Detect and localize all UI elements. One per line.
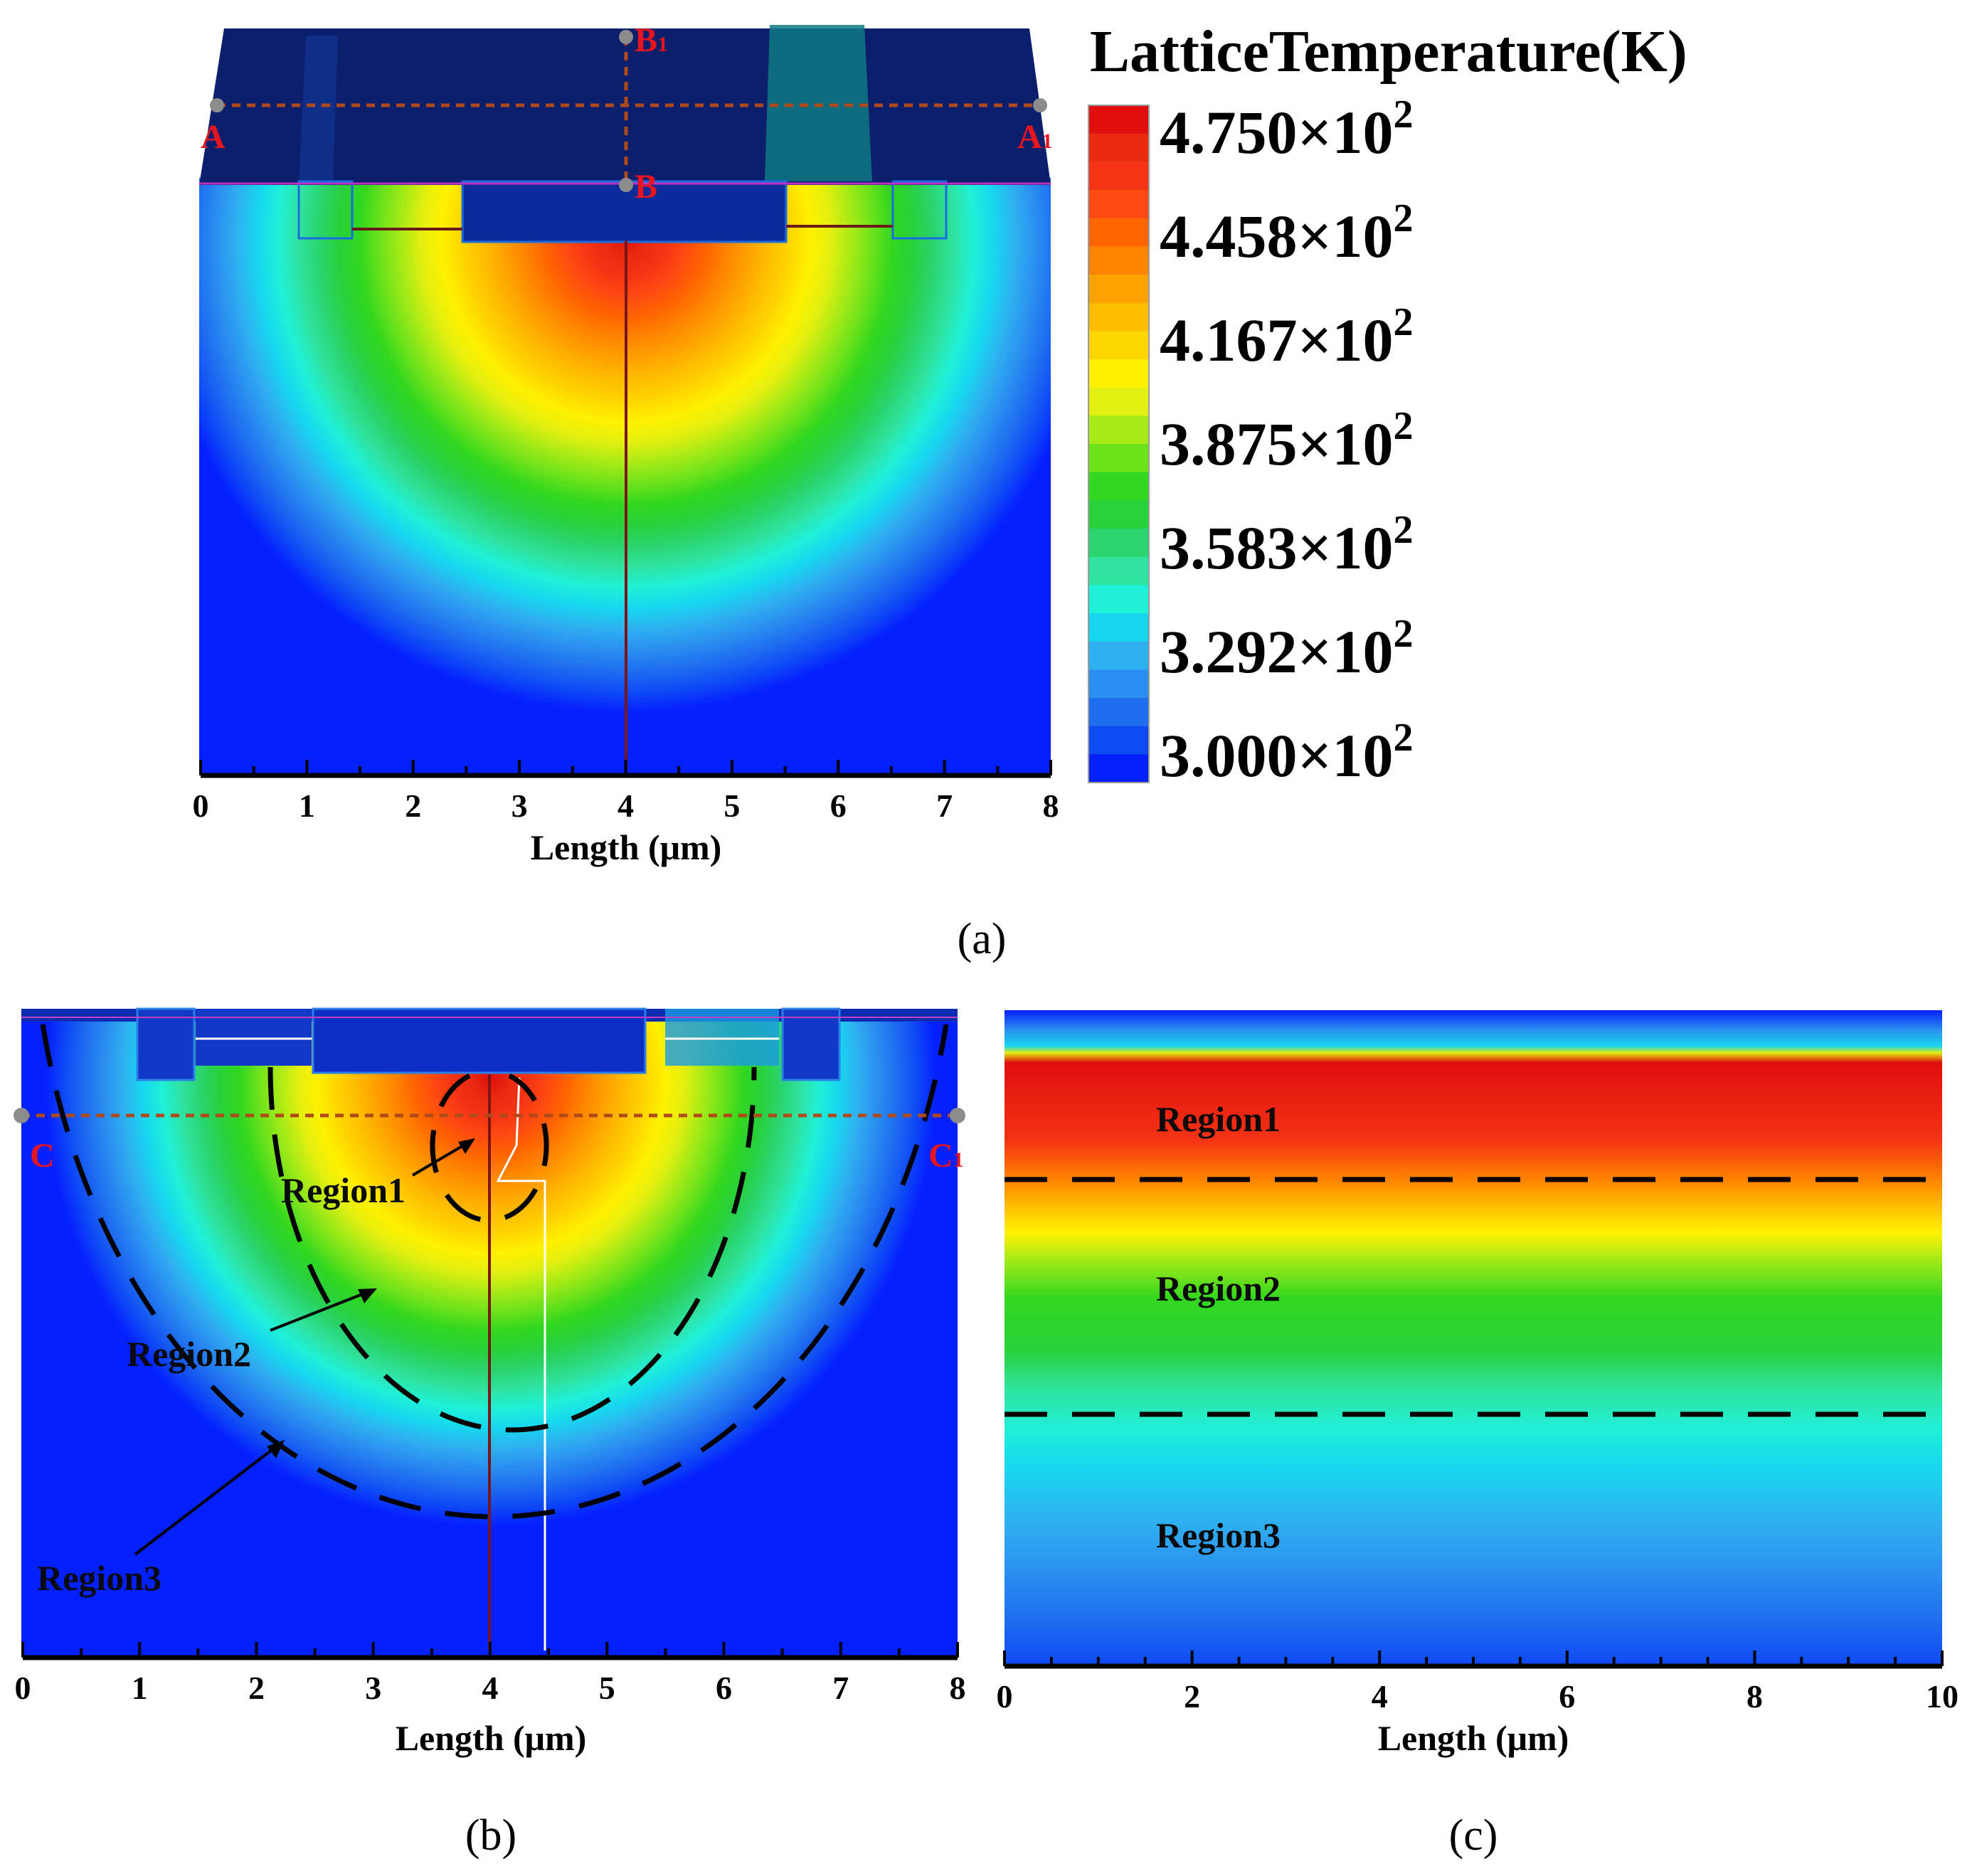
panel-b-region-annotations: Region1 Region2 Region3 [37,1138,475,1598]
colorbar-swatch [1088,415,1149,445]
panel-b: C C1 Region1 Region2 Region3 0 1 2 3 4 5 6 7 8 L… [14,1007,966,1860]
x-tick-label: 2 [248,1670,265,1706]
x-tick-label: 7 [832,1670,849,1706]
panel-a-caption: (a) [958,915,1007,963]
x-tick-label: 6 [1559,1678,1575,1715]
x-tick-label: 5 [724,788,740,824]
colorbar-swatch [1088,529,1149,558]
x-tick-label: 6 [830,788,847,824]
x-tick-label: 5 [599,1670,615,1706]
point-label-A1: A1 [1017,118,1053,156]
panel-c-caption: (c) [1449,1811,1498,1860]
colorbar-tick-label: 3.875×102 [1160,404,1414,478]
colorbar-tick-label: 3.000×102 [1160,716,1414,790]
colorbar-swatch [1088,556,1149,585]
x-tick-label: 7 [936,788,953,824]
panel-c-field [1005,1010,1942,1665]
colorbar-tick-label: 4.167×102 [1160,300,1414,374]
colorbar-swatch [1088,641,1149,670]
panel-b-x-axis-label: Length (μm) [396,1718,587,1758]
panel-c-region3-label: Region3 [1156,1515,1281,1555]
panel-a-cutline-A [210,98,1047,112]
panel-c-region2-label: Region2 [1156,1268,1281,1308]
panel-b-region3-label: Region3 [37,1558,161,1598]
point-label-C1: C1 [928,1137,964,1175]
colorbar-swatch [1088,387,1149,416]
x-tick-label: 2 [1184,1678,1200,1715]
panel-a: A A1 B1 B 0 1 2 3 4 5 6 7 8 Length (μm) (a) [193,21,1059,963]
panel-c-x-axis: 0 2 4 6 8 10 [997,1650,1959,1715]
panel-a-x-axis-label: Length (μm) [531,827,722,867]
x-tick-label: 4 [618,788,634,824]
x-tick-label: 10 [1926,1678,1959,1715]
x-tick-label: 4 [1372,1678,1388,1715]
x-tick-label: 2 [405,788,421,824]
colorbar-swatches [1088,105,1150,783]
colorbar: LatticeTemperature(K) 4.750×102 4.458×102… [1088,18,1687,790]
colorbar-swatch [1088,161,1149,191]
x-tick-label: 1 [299,788,315,824]
x-tick-label: 8 [950,1670,966,1706]
colorbar-swatch [1088,302,1149,332]
x-tick-label: 0 [997,1678,1013,1715]
colorbar-tick-labels: 4.750×102 4.458×102 4.167×102 3.875×102 3.58… [1160,92,1414,790]
colorbar-swatch [1088,613,1149,642]
x-tick-label: 3 [512,788,528,824]
panel-b-region2-label: Region2 [127,1334,251,1374]
colorbar-swatch [1088,190,1149,219]
colorbar-swatch [1088,331,1149,360]
colorbar-tick-label: 4.750×102 [1160,92,1414,166]
panel-c-region-boundaries [1005,1177,1942,1417]
colorbar-swatch [1088,669,1149,699]
colorbar-swatch [1088,726,1149,755]
colorbar-swatch [1088,472,1149,501]
colorbar-tick-label: 3.292×102 [1160,612,1414,686]
x-tick-label: 6 [716,1670,732,1706]
point-label-B: B [635,168,657,206]
panel-b-device-top [21,1007,958,1081]
colorbar-tick-label: 3.583×102 [1160,508,1414,582]
colorbar-title: LatticeTemperature(K) [1090,18,1687,85]
colorbar-tick-label: 4.458×102 [1160,196,1414,270]
panel-b-x-axis: 0 1 2 3 4 5 6 7 8 [15,1642,966,1706]
panel-c-region1-label: Region1 [1156,1099,1281,1139]
panel-c-x-axis-label: Length (μm) [1378,1718,1569,1758]
colorbar-swatch [1088,275,1149,304]
colorbar-swatch [1088,359,1149,388]
panel-b-junction-lines [488,1074,546,1650]
point-label-B1: B1 [635,21,668,59]
colorbar-swatch [1088,698,1149,727]
x-tick-label: 8 [1043,788,1059,824]
colorbar-swatch [1088,246,1149,275]
point-label-A: A [201,118,226,156]
x-tick-label: 3 [365,1670,381,1706]
panel-a-cutline-B [619,30,633,192]
colorbar-swatch [1088,218,1149,247]
x-tick-label: 8 [1747,1678,1763,1715]
x-tick-label: 1 [132,1670,148,1706]
panel-a-x-axis: 0 1 2 3 4 5 6 7 8 [193,760,1059,824]
colorbar-swatch [1088,754,1149,783]
colorbar-swatch [1088,105,1149,134]
colorbar-swatch [1088,133,1149,162]
x-tick-label: 4 [482,1670,499,1706]
x-tick-label: 0 [15,1670,31,1706]
point-label-C: C [30,1137,55,1175]
colorbar-swatch [1088,444,1149,473]
panel-b-caption: (b) [465,1811,516,1860]
panel-b-cutline-C [14,1108,965,1123]
x-tick-label: 0 [193,788,209,824]
colorbar-swatch [1088,585,1149,614]
panel-b-region1-label: Region1 [281,1170,406,1210]
colorbar-swatch [1088,500,1149,529]
panel-c: Region1 Region2 Region3 0 2 4 6 8 10 Length (… [997,1010,1959,1860]
panel-b-region-boundaries [40,1024,949,1520]
